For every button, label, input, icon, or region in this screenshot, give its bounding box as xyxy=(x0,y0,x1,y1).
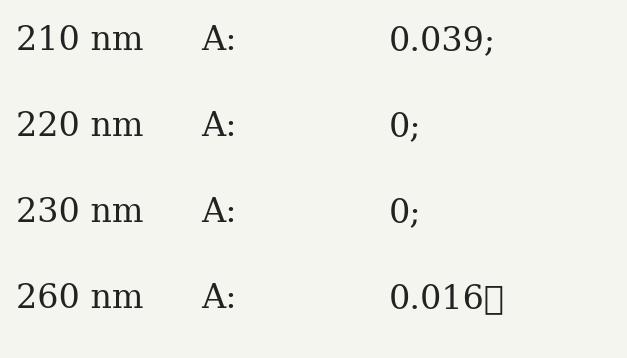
Text: 220 nm: 220 nm xyxy=(16,111,143,143)
Text: A:: A: xyxy=(201,197,236,229)
Text: 0.016。: 0.016。 xyxy=(389,283,505,315)
Text: A:: A: xyxy=(201,25,236,57)
Text: 0;: 0; xyxy=(389,197,421,229)
Text: 230 nm: 230 nm xyxy=(16,197,143,229)
Text: A:: A: xyxy=(201,283,236,315)
Text: 260 nm: 260 nm xyxy=(16,283,143,315)
Text: 0;: 0; xyxy=(389,111,421,143)
Text: 0.039;: 0.039; xyxy=(389,25,496,57)
Text: A:: A: xyxy=(201,111,236,143)
Text: 210 nm: 210 nm xyxy=(16,25,143,57)
